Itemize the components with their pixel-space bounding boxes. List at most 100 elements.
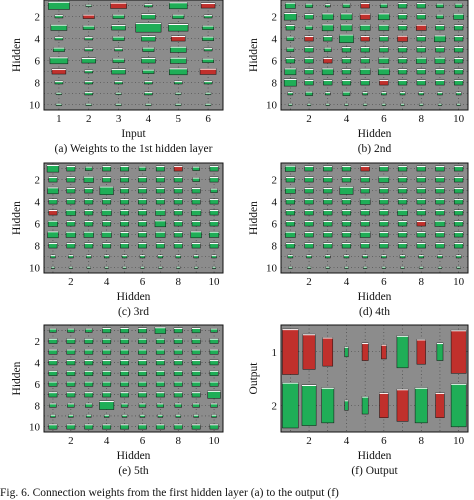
x-tick-label: 1 <box>56 113 62 125</box>
weight-box <box>282 382 299 429</box>
hinton-panel-1: 1 2 3 4 5 6 2 4 6 8 10 Input Hidden (a) Weights to th… <box>11 0 224 155</box>
weight-box <box>397 187 408 194</box>
weight-box <box>304 231 314 238</box>
weight-box <box>155 338 165 344</box>
weight-box <box>321 67 334 76</box>
weight-box <box>209 349 219 355</box>
weight-box <box>377 12 390 21</box>
figure-caption: Fig. 6. Connection weights from the firs… <box>0 487 339 499</box>
weight-box <box>102 198 112 205</box>
weight-box <box>155 209 166 216</box>
weight-box <box>434 220 446 227</box>
weight-box <box>120 338 129 344</box>
panel-caption: (f) Output <box>351 465 398 477</box>
weight-box <box>48 338 58 344</box>
y-tick-label: 8 <box>272 241 278 253</box>
weight-box <box>381 91 387 96</box>
y-axis-label: Output <box>248 362 260 395</box>
weight-box <box>454 198 464 205</box>
weight-box <box>304 35 314 42</box>
weight-box <box>68 254 74 259</box>
weight-box <box>112 58 125 63</box>
weight-box <box>120 423 129 430</box>
y-tick-label: 10 <box>29 422 41 434</box>
weight-box <box>67 402 75 408</box>
weight-box <box>84 36 94 41</box>
plot-frame <box>280 162 469 274</box>
weight-box <box>110 2 127 9</box>
weight-box <box>321 387 335 424</box>
weight-box <box>120 370 129 376</box>
weight-box <box>82 25 95 30</box>
weight-box <box>141 57 156 64</box>
weight-box <box>415 57 427 64</box>
weight-box <box>84 338 94 344</box>
weight-box <box>173 231 183 238</box>
weight-box <box>135 22 162 33</box>
weight-box <box>102 165 112 172</box>
weight-box <box>454 220 464 227</box>
weight-box <box>66 338 76 344</box>
y-tick-label: 10 <box>29 100 41 112</box>
weight-box <box>418 254 425 259</box>
x-tick-label: 10 <box>209 435 221 447</box>
weight-box <box>379 242 389 249</box>
weight-box <box>399 91 406 96</box>
weight-box <box>111 68 126 75</box>
weight-box <box>173 165 183 172</box>
weight-box <box>323 47 332 52</box>
weight-box <box>48 209 58 216</box>
y-tick-label: 4 <box>35 357 41 369</box>
weight-box <box>173 391 183 398</box>
weight-box <box>112 14 125 19</box>
weight-box <box>120 187 129 194</box>
weight-box <box>397 209 408 216</box>
weight-box <box>84 209 94 216</box>
x-tick-label: 10 <box>453 435 465 447</box>
weight-box <box>434 57 446 64</box>
weight-box <box>304 187 314 194</box>
weight-box <box>323 198 333 205</box>
weight-box <box>84 220 94 227</box>
weight-box <box>305 3 313 8</box>
x-tick-label: 4 <box>344 276 350 288</box>
weight-box <box>66 198 76 205</box>
weight-box <box>304 209 314 216</box>
weight-box <box>120 242 129 249</box>
weight-box <box>175 414 181 418</box>
x-tick-label: 4 <box>104 435 110 447</box>
weight-box <box>154 219 166 228</box>
weight-box <box>343 254 350 259</box>
weight-box <box>287 91 294 96</box>
weight-box <box>416 220 426 227</box>
weight-box <box>48 423 58 430</box>
y-tick-label: 6 <box>35 56 41 68</box>
weight-box <box>282 328 299 375</box>
weight-box <box>155 359 165 366</box>
weight-box <box>323 231 333 238</box>
weight-box <box>120 198 129 205</box>
weight-box <box>360 35 370 42</box>
weight-box <box>114 47 123 52</box>
weight-box <box>66 359 76 366</box>
weight-box <box>48 370 58 376</box>
weight-box <box>112 36 125 41</box>
weight-box <box>399 254 406 259</box>
weight-box <box>102 391 112 398</box>
weight-box <box>193 414 199 418</box>
weight-box <box>83 231 94 238</box>
weight-box <box>155 242 165 249</box>
weight-box <box>454 57 464 64</box>
weight-box <box>120 231 129 238</box>
x-tick-label: 5 <box>176 113 182 125</box>
weight-box <box>138 338 147 344</box>
weight-box <box>378 24 390 31</box>
weight-box <box>454 209 464 216</box>
weight-box <box>397 79 408 86</box>
y-tick-label: 8 <box>35 241 41 253</box>
weight-box <box>51 68 67 75</box>
weight-box <box>285 187 296 194</box>
weight-box <box>414 387 428 424</box>
panel-caption: (e) 5th <box>118 465 149 477</box>
weight-box <box>341 209 352 216</box>
